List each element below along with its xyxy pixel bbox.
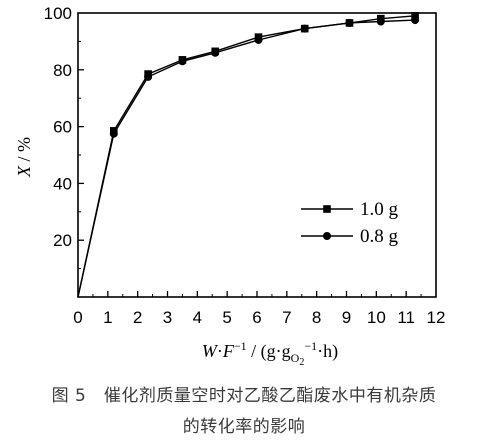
x-tick-label: 3: [163, 308, 172, 327]
x-tick-label: 8: [312, 308, 321, 327]
series-circle: [77, 16, 420, 298]
y-axis-title-unit: / %: [14, 137, 34, 166]
y-tick-label: 60: [53, 118, 72, 137]
legend-item: 1.0 g: [301, 199, 399, 220]
data-point: [300, 24, 309, 33]
legend-marker: [323, 232, 331, 240]
data-point: [178, 57, 187, 66]
data-point: [144, 72, 153, 81]
x-axis-title: W·F−1 / (g·gO2−1·h): [202, 339, 338, 368]
y-tick-label: 80: [53, 61, 72, 80]
y-axis-title-var: X: [14, 165, 34, 178]
y-axis-title: X / %: [14, 137, 34, 178]
y-tick-label: 100: [44, 4, 72, 23]
data-point: [411, 16, 420, 25]
figure-caption: 图 5 催化剂质量空时对乙酸乙酯废水中有机杂质: [51, 386, 437, 406]
legend-marker: [323, 205, 331, 213]
data-point: [109, 129, 118, 138]
legend-label: 0.8 g: [360, 226, 399, 247]
y-tick-label: 40: [53, 174, 72, 193]
legend-label: 1.0 g: [360, 199, 399, 220]
x-tick-label: 6: [252, 308, 261, 327]
data-point: [411, 12, 419, 20]
series-line: [77, 15, 416, 298]
x-tick-label: 5: [222, 308, 231, 327]
x-tick-label: 10: [367, 308, 386, 327]
x-axis-ticks: 0 1 2 3 4 5 6 7 8 9 10 11 12: [73, 291, 445, 327]
legend-item: 0.8 g: [301, 226, 399, 247]
x-tick-label: 11: [397, 308, 415, 327]
plot-area: [77, 12, 437, 298]
x-tick-label: 4: [193, 308, 202, 327]
data-point: [345, 18, 354, 27]
x-tick-label: 12: [427, 308, 446, 327]
x-tick-label: 2: [133, 308, 142, 327]
x-tick-label: 0: [73, 308, 82, 327]
plot-frame: [77, 12, 437, 298]
x-tick-label: 7: [282, 308, 291, 327]
series-layer: [77, 12, 420, 298]
legend: 1.0 g 0.8 g: [301, 199, 399, 247]
series-line: [77, 19, 416, 298]
series-square: [77, 12, 419, 298]
y-tick-label: 20: [53, 231, 72, 250]
figure-caption-continued: 的转化率的影响: [182, 417, 306, 437]
x-tick-label: 1: [103, 308, 112, 327]
data-point: [376, 17, 385, 26]
data-point: [254, 35, 263, 44]
data-point: [211, 48, 220, 57]
x-tick-label: 9: [342, 308, 351, 327]
y-axis-ticks: 20 40 60 80 100: [44, 4, 84, 270]
